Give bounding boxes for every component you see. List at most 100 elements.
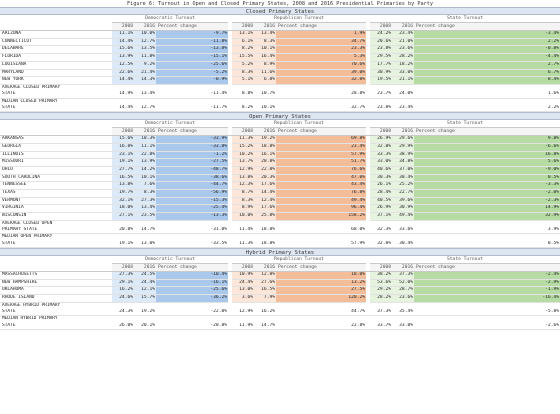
spacer	[366, 309, 370, 317]
dem-2016-value: 20.1%	[134, 322, 156, 331]
summary-label: AVERAGE CLOSED PRIMARY	[0, 84, 112, 92]
sta-pct-change: -6.6%	[414, 143, 560, 152]
table-row: MISSOURI 19.1% 13.9% -27.5% 13.7% 20.8% 51.7% 3…	[0, 158, 560, 167]
sta-pct-change: 9.8%	[414, 135, 560, 144]
sta-2008-value: 23.8%	[370, 45, 392, 55]
blank-cell	[0, 263, 112, 273]
dem-pct-change: -16.1%	[156, 279, 228, 288]
spacer	[366, 240, 370, 249]
spacer	[112, 315, 560, 323]
dem-pct-change: -11.7%	[156, 104, 228, 113]
section-title: Hybrid Primary States	[0, 248, 560, 257]
dem-2008-value: 14.9%	[112, 91, 134, 99]
democratic-pct-header: Percent change	[156, 127, 228, 137]
sta-2016-value: 23.4%	[392, 104, 414, 113]
rep-pct-change: 39.0%	[276, 69, 366, 78]
dem-2016-value: 13.9%	[134, 158, 156, 167]
sta-2016-value: 33.0%	[392, 322, 414, 331]
rep-pct-change: 22.8%	[276, 322, 366, 331]
rep-2016-value: 18.8%	[254, 240, 276, 249]
sta-pct-change: 8.4%	[414, 76, 560, 85]
dem-pct-change: -25.6%	[156, 286, 228, 296]
rep-2008-value: 13.1%	[232, 30, 254, 39]
rep-2016-value: 8.9%	[254, 61, 276, 70]
table-row: VERMONT 32.1% 27.3% -15.3% 8.3% 12.4% 49.4% 40.…	[0, 197, 560, 206]
state-name: OHIO	[0, 166, 112, 175]
summary-row-line1: MEDIAN HYBRID PRIMARY	[0, 315, 560, 323]
dem-2016-value: 12.1%	[134, 286, 156, 296]
rep-pct-change: 57.9%	[276, 151, 366, 160]
sta-2016-value: 38.9%	[392, 151, 414, 160]
spacer	[112, 233, 560, 241]
dem-2008-value: 23.1%	[112, 151, 134, 160]
republican-group-header: Republican Turnout	[232, 120, 366, 129]
spacer	[366, 91, 370, 99]
dem-2016-value: 19.2%	[134, 309, 156, 317]
rep-pct-change: 51.7%	[276, 158, 366, 167]
republican-2008-header: 2008	[232, 127, 254, 137]
summary-label-cont: STATE	[0, 91, 112, 99]
rep-2008-value: 6.1%	[232, 38, 254, 47]
sta-2008-value: 37.3%	[370, 309, 392, 317]
table-row: ARIZONA 11.1% 10.0% -9.7% 13.1% 13.4% 1.9% 24.2…	[0, 30, 560, 39]
state-2008-header: 2008	[370, 22, 392, 31]
dem-2008-value: 19.1%	[112, 158, 134, 167]
spacer	[228, 127, 232, 137]
state-group-header: State Turnout	[370, 15, 560, 23]
sta-2016-value: 39.6%	[392, 197, 414, 206]
republican-pct-header: Percent change	[276, 263, 366, 273]
sta-2016-value: 49.4%	[392, 212, 414, 221]
spacer	[366, 127, 370, 137]
dem-pct-change: -25.4%	[156, 204, 228, 214]
sta-2016-value: 23.6%	[392, 294, 414, 303]
dem-2016-value: 7.6%	[134, 181, 156, 191]
sta-pct-change: -9.0%	[414, 166, 560, 175]
dem-2016-value: 10.0%	[134, 30, 156, 39]
rep-2008-value: 24.4%	[232, 279, 254, 288]
table-row: MASSACHUSETTS 27.3% 24.5% -10.4% 10.9% 12.8% 1…	[0, 271, 560, 280]
dem-pct-change: -5.2%	[156, 69, 228, 78]
rep-pct-change: 23.3%	[276, 45, 366, 55]
state-name: NEW HAMPSHIRE	[0, 279, 112, 288]
rep-2008-value: 15.5%	[232, 53, 254, 62]
sta-pct-change: 2.2%	[414, 38, 560, 47]
rep-pct-change: 158.2%	[276, 212, 366, 221]
democratic-2008-header: 2008	[112, 127, 134, 137]
table-row: SOUTH CAROLINA 16.5% 10.1% -38.6% 13.8% 20.3%…	[0, 174, 560, 183]
state-name: WISCONSIN	[0, 212, 112, 221]
sta-pct-change: -2.3%	[414, 197, 560, 206]
rep-2016-value: 10.1%	[254, 104, 276, 113]
rep-2016-value: 18.8%	[254, 227, 276, 235]
summary-label: MEDIAN HYBRID PRIMARY	[0, 315, 112, 323]
state-pct-header: Percent change	[414, 127, 560, 137]
sta-pct-change: 16.8%	[414, 151, 560, 160]
summary-row-line1: MEDIAN CLOSED PRIMARY	[0, 98, 560, 105]
blank-cell	[0, 256, 112, 264]
summary-label-cont: STATE	[0, 309, 112, 317]
rep-2016-value: 8.3%	[254, 38, 276, 47]
spacer	[228, 91, 232, 99]
dem-2016-value: 21.4%	[134, 69, 156, 78]
dem-2016-value: 10.1%	[134, 174, 156, 183]
sta-2008-value: 32.0%	[370, 143, 392, 152]
rep-pct-change: 76.6%	[276, 166, 366, 175]
dem-2008-value: 19.7%	[112, 189, 134, 198]
state-name: LOUISIANA	[0, 61, 112, 70]
turnout-tables: Closed Primary States Democratic Turnout R…	[0, 7, 560, 331]
sta-pct-change: 5.6%	[414, 158, 560, 167]
summary-label-cont: PRIMARY STATE	[0, 227, 112, 235]
section-title: Closed Primary States	[0, 7, 560, 15]
spacer	[112, 84, 560, 92]
rep-2016-value: 13.4%	[254, 30, 276, 39]
state-name: GEORGIA	[0, 143, 112, 152]
dem-2008-value: 15.6%	[112, 135, 134, 144]
rep-2016-value: 10.1%	[254, 45, 276, 55]
state-group-header: State Turnout	[370, 120, 560, 129]
sta-pct-change: -4.4%	[414, 53, 560, 62]
republican-2008-header: 2008	[232, 263, 254, 273]
dem-2008-value: 11.1%	[112, 30, 134, 39]
sta-2008-value: 28.2%	[370, 294, 392, 303]
sta-pct-change: 0.5%	[414, 240, 560, 249]
sta-2008-value: 33.7%	[370, 322, 392, 331]
rep-2016-value: 27.6%	[254, 279, 276, 288]
